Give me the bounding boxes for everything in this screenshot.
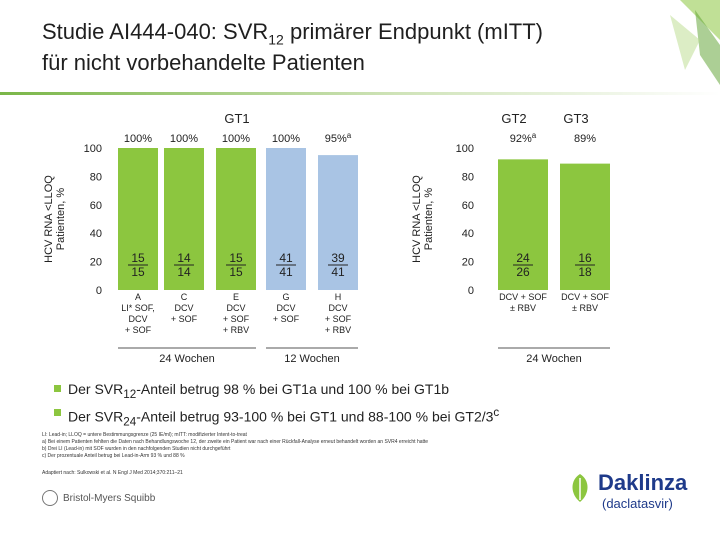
y-tick-label: 20 bbox=[90, 257, 102, 269]
footnote: LI: Lead-in; LLOQ = untere Bestimmungsgr… bbox=[42, 432, 247, 438]
value-label: 100% bbox=[222, 133, 250, 145]
bar-category-label: DCV bbox=[174, 303, 193, 313]
y-tick-label: 60 bbox=[90, 200, 102, 212]
fraction-denominator: 15 bbox=[131, 265, 145, 279]
group-label: GT3 bbox=[563, 111, 588, 126]
value-superscript: a bbox=[347, 131, 352, 140]
bar-category-label: DCV bbox=[328, 303, 347, 313]
bar-category-label: C bbox=[181, 292, 188, 302]
footnote: b) Drei LI (Lead-in) mit SOF wurden in d… bbox=[42, 446, 231, 452]
bar-category-label: ± RBV bbox=[510, 303, 536, 313]
fraction-denominator: 18 bbox=[578, 265, 592, 279]
fraction-numerator: 41 bbox=[279, 251, 293, 265]
bar-category-label: DCV bbox=[226, 303, 245, 313]
bar-category-label: + SOF bbox=[125, 325, 152, 335]
y-tick-label: 0 bbox=[96, 285, 102, 297]
fraction-numerator: 15 bbox=[229, 251, 243, 265]
bar bbox=[266, 148, 306, 290]
y-tick-label: 100 bbox=[84, 143, 102, 155]
value-label: 95%a bbox=[325, 131, 352, 145]
bar-category-label: + SOF bbox=[325, 314, 352, 324]
fraction-denominator: 41 bbox=[331, 265, 345, 279]
duration-label: 12 Wochen bbox=[284, 353, 339, 365]
y-axis-label: HCV RNA <LLOQ bbox=[411, 175, 423, 263]
bar bbox=[118, 148, 158, 290]
duration-label: 24 Wochen bbox=[159, 353, 214, 365]
y-tick-label: 40 bbox=[462, 228, 474, 240]
fraction-numerator: 39 bbox=[331, 251, 345, 265]
fraction-denominator: 26 bbox=[516, 265, 530, 279]
bms-logo-icon bbox=[42, 490, 58, 506]
value-superscript: a bbox=[532, 131, 537, 140]
value-label: 100% bbox=[272, 133, 300, 145]
footnote: c) Der prozentuale Anteil betrug bei Lea… bbox=[42, 453, 185, 459]
header-divider bbox=[0, 92, 720, 95]
bar bbox=[318, 155, 358, 290]
bar-category-label: DCV + SOF bbox=[499, 292, 547, 302]
footnote: a) Bei einem Patienten fehlten die Daten… bbox=[42, 439, 429, 445]
fraction-denominator: 14 bbox=[177, 265, 191, 279]
bar-category-label: E bbox=[233, 292, 239, 302]
y-tick-label: 40 bbox=[90, 228, 102, 240]
y-tick-label: 0 bbox=[468, 285, 474, 297]
bar-category-label: DCV bbox=[276, 303, 295, 313]
product-logo: Daklinza (daclatasvir) bbox=[568, 470, 698, 520]
bar-category-label: G bbox=[282, 292, 289, 302]
bar bbox=[164, 148, 204, 290]
duration-label: 24 Wochen bbox=[526, 353, 581, 365]
bar bbox=[560, 163, 610, 290]
fraction-denominator: 15 bbox=[229, 265, 243, 279]
bar-category-label: + RBV bbox=[223, 325, 249, 335]
y-axis-label: Patienten, % bbox=[55, 188, 67, 251]
y-tick-label: 60 bbox=[462, 200, 474, 212]
fraction-numerator: 15 bbox=[131, 251, 145, 265]
bar-category-label: DCV bbox=[128, 314, 147, 324]
y-axis-label: HCV RNA <LLOQ bbox=[43, 175, 55, 263]
value-label: 100% bbox=[170, 133, 198, 145]
bar-category-label: + SOF bbox=[273, 314, 300, 324]
page-title: Studie AI444-040: SVR12 primärer Endpunk… bbox=[42, 19, 544, 76]
bullet-item: Der SVR24-Anteil betrug 93-100 % bei GT1… bbox=[54, 404, 499, 431]
y-tick-label: 80 bbox=[90, 171, 102, 183]
bar-category-label: + SOF bbox=[223, 314, 250, 324]
bullet-list: Der SVR12-Anteil betrug 98 % bei GT1a un… bbox=[54, 380, 499, 431]
bar bbox=[216, 148, 256, 290]
fraction-numerator: 16 bbox=[578, 251, 592, 265]
bar bbox=[498, 159, 548, 290]
bar-category-label: ± RBV bbox=[572, 303, 598, 313]
value-label: 89% bbox=[574, 133, 596, 145]
leaf-icon bbox=[572, 474, 588, 502]
bar-category-label: LI* SOF, bbox=[121, 303, 155, 313]
value-label: 92%a bbox=[510, 131, 537, 145]
group-label: GT1 bbox=[224, 111, 249, 126]
y-tick-label: 80 bbox=[462, 171, 474, 183]
fraction-numerator: 24 bbox=[516, 251, 530, 265]
bullet-item: Der SVR12-Anteil betrug 98 % bei GT1a un… bbox=[54, 380, 499, 404]
y-tick-label: 100 bbox=[456, 143, 474, 155]
fraction-numerator: 14 bbox=[177, 251, 191, 265]
group-label: GT2 bbox=[501, 111, 526, 126]
fraction-denominator: 41 bbox=[279, 265, 293, 279]
bar-category-label: A bbox=[135, 292, 141, 302]
svr-bar-charts: HCV RNA <LLOQ Patienten, %020406080100GT1… bbox=[43, 111, 610, 365]
bar-category-label: + RBV bbox=[325, 325, 351, 335]
y-tick-label: 20 bbox=[462, 257, 474, 269]
bar-category-label: DCV + SOF bbox=[561, 292, 609, 302]
y-axis-label: Patienten, % bbox=[423, 188, 435, 251]
company-logo: Bristol-Myers Squibb bbox=[42, 490, 155, 506]
bar-category-label: H bbox=[335, 292, 342, 302]
bar-category-label: + SOF bbox=[171, 314, 198, 324]
source-note: Adaptiert nach: Sulkowski et al. N Engl … bbox=[42, 470, 183, 476]
value-label: 100% bbox=[124, 133, 152, 145]
corner-decoration bbox=[640, 0, 720, 85]
